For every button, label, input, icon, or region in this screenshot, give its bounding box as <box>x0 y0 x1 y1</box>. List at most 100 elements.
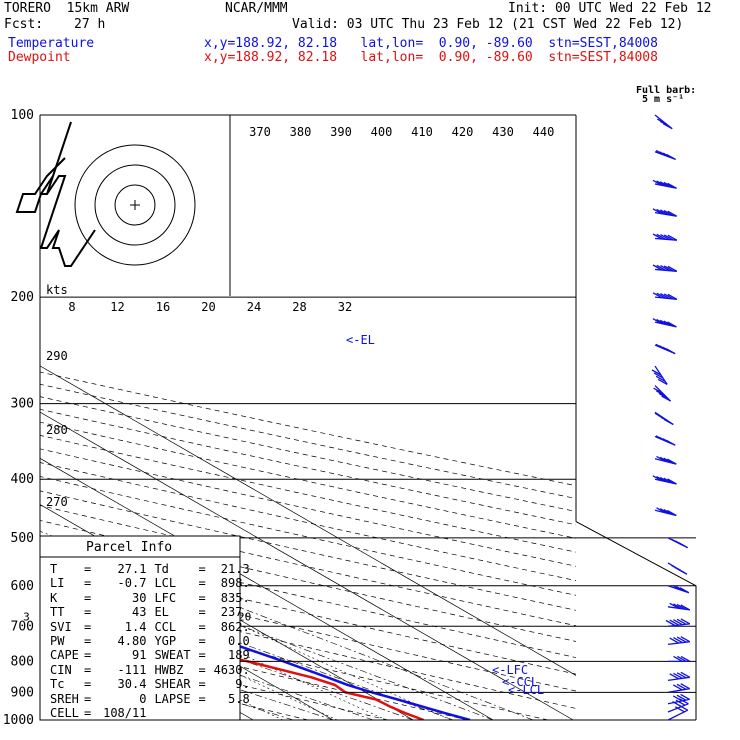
parcel-key: SREH <box>50 691 79 706</box>
wind-barb-flag <box>667 478 677 485</box>
parcel-info-row: K = 30 LFC = 835. <box>50 591 250 605</box>
equals-sign: = <box>198 648 206 663</box>
parcel-value: 27.1 <box>117 562 147 576</box>
parcel-value: 237. <box>220 605 250 620</box>
wind-barb-flag <box>676 603 687 610</box>
mixing-ratio-label: 3 <box>23 610 30 623</box>
wind-barb-flag <box>673 619 683 626</box>
lcl-annotation: <-LCL <box>508 683 544 697</box>
dry-adiabat <box>40 600 549 720</box>
theta-label: 370 <box>249 125 271 139</box>
wind-barb-shaft <box>667 676 690 682</box>
wind-barb-flag <box>656 118 667 125</box>
pressure-label: 1000 <box>3 713 34 728</box>
parcel-info-row: LI = -0.7 LCL = 898. <box>50 576 250 590</box>
parcel-value: 108/11 <box>103 706 147 720</box>
kts-tick: 16 <box>156 300 170 314</box>
wind-barb-shaft <box>654 458 677 465</box>
wind-barb-shaft <box>654 385 672 402</box>
wind-barb-flag <box>651 369 662 376</box>
equals-sign: = <box>198 576 206 591</box>
wind-barb-flag <box>655 343 666 350</box>
wind-barb-flag <box>663 477 674 484</box>
parcel-key: Tc <box>50 677 65 692</box>
wind-barb-flag <box>652 179 663 186</box>
wind-barb-flag <box>669 673 680 680</box>
wind-barb-flag <box>673 637 683 644</box>
wind-barb-flag <box>661 395 671 402</box>
wind-barb-flag <box>656 292 667 299</box>
wind-barb-flag <box>656 180 666 187</box>
wind-barb-flag <box>667 321 677 328</box>
kts-tick: 20 <box>201 300 215 314</box>
wind-barb-flag <box>656 507 666 514</box>
theta-left-label: 290 <box>46 349 68 363</box>
equals-sign: = <box>84 691 99 706</box>
wind-barb-flag <box>672 695 683 702</box>
wind-barb-flag <box>679 587 690 594</box>
parcel-value: 21.3 <box>220 562 250 576</box>
wind-barb-flag <box>676 618 687 625</box>
wind-barb-flag <box>658 392 669 399</box>
equals-sign: = <box>84 590 99 605</box>
theta-label: 400 <box>371 125 393 139</box>
wind-barb-flag <box>659 476 670 483</box>
pressure-label: 300 <box>11 397 34 412</box>
wind-barb-shaft <box>654 321 677 328</box>
parcel-info-title: Parcel Info <box>86 540 173 555</box>
kts-tick: 24 <box>247 300 261 314</box>
equals-sign: = <box>198 605 206 620</box>
valid-time: Valid: 03 UTC Thu 23 Feb 12 (21 CST Wed … <box>292 17 684 32</box>
theta-label: 380 <box>290 125 312 139</box>
parcel-key: CELL <box>50 706 79 720</box>
wind-barb-flag <box>676 672 687 679</box>
wind-barb-flag <box>676 655 687 662</box>
wind-barb-flag <box>680 671 691 678</box>
pressure-label: 500 <box>11 531 34 546</box>
kts-tick: 12 <box>110 300 124 314</box>
wind-barb-shaft <box>667 709 688 721</box>
wind-barb-flag <box>663 457 674 464</box>
parcel-key: LI <box>50 576 65 591</box>
wind-barb-shaft <box>667 623 690 627</box>
parcel-key: LFC <box>154 590 177 605</box>
wind-barb-flag <box>671 564 681 571</box>
wind-barb-flag <box>667 234 678 241</box>
hodograph-trace <box>15 121 96 267</box>
pressure-label: 800 <box>11 654 34 669</box>
parcel-key: EL <box>154 605 169 620</box>
wind-barb-flag <box>652 292 663 299</box>
wind-barb-flag <box>652 318 663 325</box>
wind-barb-flag <box>659 508 670 515</box>
parcel-key: LCL <box>154 576 177 591</box>
wind-barb-flag <box>675 586 686 593</box>
parcel-key: PW <box>50 634 65 648</box>
dry-adiabat <box>40 490 576 611</box>
wind-barb-flag <box>659 319 670 326</box>
equals-sign: = <box>198 662 206 677</box>
hodograph-ring <box>74 144 196 266</box>
hodograph-ring <box>114 184 156 226</box>
wind-barb-shaft <box>654 237 677 241</box>
wind-barb-flag <box>676 694 687 701</box>
parcel-info-row: T = 27.1 Td = 21.3 <box>50 562 250 576</box>
parcel-info-frame <box>39 535 241 721</box>
wind-barb-shaft <box>667 688 690 693</box>
parcel-key: K <box>50 590 58 605</box>
parcel-key: CAPE <box>50 648 79 663</box>
theta-label: 440 <box>533 125 555 139</box>
parcel-value: 4630. <box>213 662 250 677</box>
forecast-hour: 27 h <box>74 17 106 32</box>
kts-label: kts <box>46 283 68 297</box>
pressure-label: 100 <box>11 108 34 123</box>
wind-barb-flag <box>669 619 680 626</box>
theta-left-label: 270 <box>46 495 68 509</box>
wind-barb-flag <box>667 210 678 217</box>
wind-barb-flag <box>663 210 674 217</box>
equals-sign: = <box>198 677 206 692</box>
equals-sign <box>198 706 205 720</box>
parcel-info-row: CAPE = 91 SWEAT = 189 <box>50 648 250 662</box>
wind-barb-shaft <box>654 268 677 272</box>
wind-barb-flag <box>652 233 663 240</box>
